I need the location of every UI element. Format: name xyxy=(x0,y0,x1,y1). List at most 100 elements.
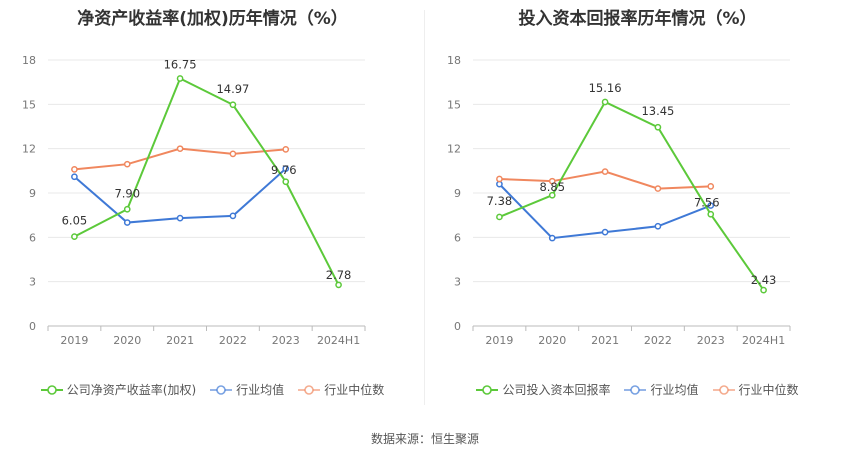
roe-chart-legend: 公司净资产收益率(加权) 行业均值 行业中位数 xyxy=(0,381,425,398)
data-point xyxy=(601,168,609,175)
data-point xyxy=(548,234,556,242)
x-tick-label: 2022 xyxy=(219,334,247,347)
data-point xyxy=(707,183,715,190)
data-point xyxy=(654,185,662,192)
y-tick-label: 12 xyxy=(22,143,36,156)
data-point xyxy=(229,212,237,220)
roe-chart-title: 净资产收益率(加权)历年情况（%） xyxy=(77,9,348,29)
data-point xyxy=(654,123,662,131)
legend-label: 行业均值 xyxy=(650,383,699,397)
y-tick-label: 9 xyxy=(29,187,36,200)
data-label: 7.38 xyxy=(487,194,513,208)
legend-line-marker-icon xyxy=(476,384,499,395)
y-tick-label: 18 xyxy=(447,54,461,67)
data-point xyxy=(176,75,184,82)
data-point xyxy=(71,173,78,181)
data-label: 2.78 xyxy=(326,268,352,282)
data-point xyxy=(760,286,767,294)
x-tick-label: 2023 xyxy=(697,334,725,347)
roe-chart-plot: 0 3 6 9 12 15 18 2019 2020 2021 2022 2023 2024H1 6.05… xyxy=(22,54,366,347)
legend-item[interactable]: 行业中位数 xyxy=(712,381,799,398)
x-tick-label: 2023 xyxy=(272,334,300,347)
x-tick-label: 2024H1 xyxy=(742,334,785,347)
y-tick-label: 18 xyxy=(22,54,36,67)
series-line xyxy=(499,100,765,291)
roic-chart-panel: 投入资本回报率历年情况（%） 0 3 6 9 12 15 18 2019 2020 2021 202… xyxy=(425,0,850,410)
data-point xyxy=(601,228,609,236)
data-point xyxy=(71,166,78,173)
y-tick-label: 0 xyxy=(29,320,36,333)
x-tick-label: 2021 xyxy=(166,334,194,347)
legend-line-marker-icon xyxy=(210,384,233,395)
data-point xyxy=(548,191,556,199)
legend-label: 行业均值 xyxy=(236,383,285,397)
roic-chart-legend: 公司投入资本回报率 行业均值 行业中位数 xyxy=(425,381,850,398)
legend-item[interactable]: 行业均值 xyxy=(624,381,699,398)
legend-line-marker-icon xyxy=(40,384,63,395)
data-point xyxy=(548,177,556,185)
x-tick-label: 2019 xyxy=(60,334,88,347)
y-tick-label: 12 xyxy=(447,143,461,156)
x-tick-label: 2020 xyxy=(538,334,566,347)
y-tick-label: 9 xyxy=(454,187,461,200)
data-label: 13.45 xyxy=(641,104,674,118)
data-source: 数据来源：恒生聚源 xyxy=(370,432,479,446)
y-tick-label: 6 xyxy=(454,231,461,244)
x-tick-label: 2021 xyxy=(591,334,619,347)
data-point xyxy=(282,146,290,153)
data-point xyxy=(229,101,237,109)
data-point xyxy=(123,205,131,213)
legend-label: 公司净资产收益率(加权) xyxy=(66,383,197,397)
data-point xyxy=(176,145,184,153)
data-point xyxy=(229,150,237,158)
panel-divider xyxy=(424,10,425,405)
data-point xyxy=(71,233,78,240)
data-point xyxy=(707,210,715,218)
roic-chart-plot: 0 3 6 9 12 15 18 2019 2020 2021 2022 2023 2024H1 7.38… xyxy=(447,54,791,347)
data-point xyxy=(282,178,290,186)
data-point xyxy=(654,222,662,230)
x-tick-label: 2024H1 xyxy=(317,334,360,347)
roe-chart-panel: 净资产收益率(加权)历年情况（%） 0 3 6 9 12 15 18 2019 2020 2021… xyxy=(0,0,425,410)
y-tick-label: 15 xyxy=(447,98,461,111)
data-label: 7.56 xyxy=(694,195,720,209)
legend-label: 公司投入资本回报率 xyxy=(502,383,611,397)
data-point xyxy=(601,98,609,106)
legend-line-marker-icon xyxy=(624,384,647,395)
data-point xyxy=(176,214,184,222)
data-label: 7.90 xyxy=(114,186,140,200)
data-label: 15.16 xyxy=(589,81,622,95)
y-tick-label: 3 xyxy=(29,276,36,289)
y-tick-label: 6 xyxy=(29,231,36,244)
data-point xyxy=(496,213,503,221)
data-point xyxy=(123,219,131,226)
legend-item[interactable]: 公司净资产收益率(加权) xyxy=(40,381,197,398)
legend-item[interactable]: 行业均值 xyxy=(210,381,284,398)
y-tick-label: 15 xyxy=(22,98,36,111)
x-tick-label: 2020 xyxy=(113,334,141,347)
legend-line-marker-icon xyxy=(712,384,735,395)
data-label: 16.75 xyxy=(164,57,197,71)
data-label: 8.85 xyxy=(539,180,565,194)
data-point xyxy=(335,281,342,289)
legend-label: 行业中位数 xyxy=(324,383,385,397)
data-label: 14.97 xyxy=(216,82,249,96)
y-tick-label: 0 xyxy=(454,320,461,333)
series-line xyxy=(73,167,287,224)
data-label: 6.05 xyxy=(62,214,88,228)
x-tick-label: 2019 xyxy=(485,334,513,347)
data-label: 2.43 xyxy=(751,273,777,287)
legend-line-marker-icon xyxy=(298,384,321,395)
y-tick-label: 3 xyxy=(454,276,461,289)
legend-item[interactable]: 公司投入资本回报率 xyxy=(476,381,610,398)
legend-label: 行业中位数 xyxy=(738,383,799,397)
roic-chart-title: 投入资本回报率历年情况（%） xyxy=(518,9,757,29)
data-point xyxy=(496,180,503,188)
data-label: 9.76 xyxy=(271,163,297,177)
x-tick-label: 2022 xyxy=(644,334,672,347)
data-point xyxy=(496,175,503,183)
legend-item[interactable]: 行业中位数 xyxy=(298,381,384,398)
data-point xyxy=(707,202,715,209)
data-point xyxy=(282,165,290,172)
